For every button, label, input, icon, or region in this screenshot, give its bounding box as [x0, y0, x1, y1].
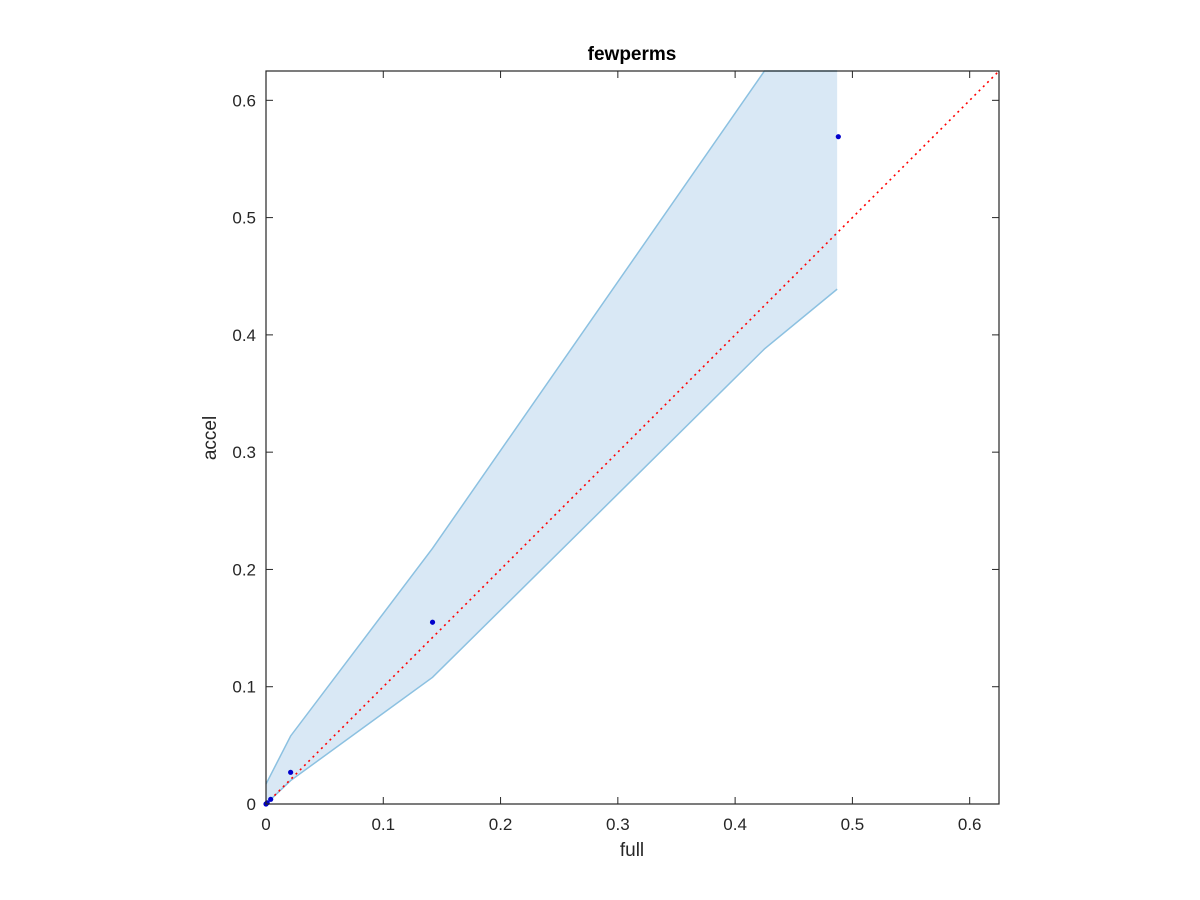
- confidence-band: [266, 71, 838, 804]
- axes-box: [265, 70, 1000, 805]
- x-tick-label: 0.3: [606, 815, 630, 834]
- x-tick-label: 0.2: [489, 815, 513, 834]
- y-tick-label: 0.3: [232, 443, 256, 462]
- plot-area: [263, 70, 1000, 807]
- axes: 0 0.1 0.2 0.3 0.4 0.5 0.6 0 0.1 0.2 0.3 0.4 0.5 0.6: [232, 70, 1000, 834]
- y-tick-label: 0.6: [232, 91, 256, 110]
- x-tick-label: 0.5: [841, 815, 865, 834]
- data-point: [835, 134, 841, 140]
- y-tick-label: 0.5: [232, 209, 256, 228]
- y-tick-label: 0.1: [232, 678, 256, 697]
- y-tick-label: 0: [247, 795, 256, 814]
- y-tick-label: 0.2: [232, 560, 256, 579]
- x-tick-label: 0.4: [723, 815, 747, 834]
- data-point: [268, 796, 274, 802]
- x-tick-label: 0.1: [371, 815, 395, 834]
- chart-title: fewperms: [588, 44, 677, 65]
- x-tick-label: 0.6: [958, 815, 982, 834]
- y-tick-label: 0.4: [232, 326, 256, 345]
- y-axis-label: accel: [200, 416, 221, 460]
- data-point: [429, 619, 436, 625]
- band-lower-edge: [265, 288, 838, 805]
- x-tick-label: 0: [261, 815, 270, 834]
- data-point: [288, 769, 294, 775]
- x-axis-label: full: [620, 840, 644, 861]
